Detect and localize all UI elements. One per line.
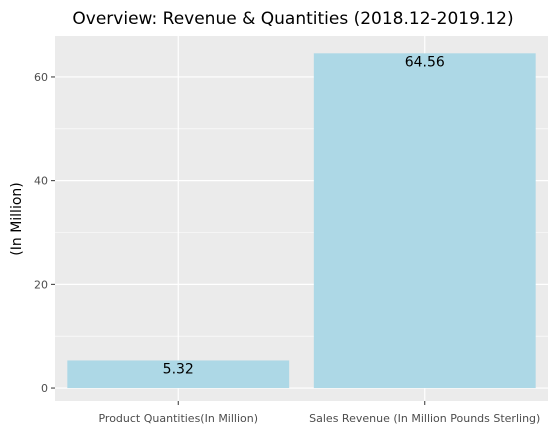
y-tick-label: 40 (34, 175, 48, 188)
y-tick-label: 60 (34, 71, 48, 84)
bar-2 (313, 53, 536, 389)
y-tick-label: 0 (41, 382, 48, 395)
bar-1 (67, 360, 290, 389)
y-tick-label: 20 (34, 278, 48, 291)
data-label: 5.32 (163, 361, 194, 377)
x-tick-label: Sales Revenue (In Million Pounds Sterlin… (309, 412, 540, 425)
x-tick-label: Product Quantities(In Million) (98, 412, 258, 425)
plot-area: 5.32 64.56 0 20 40 60 Product Quantities(In Mi… (34, 36, 548, 425)
chart-title: Overview: Revenue & Quantities (2018.12-… (72, 9, 513, 29)
y-axis-label: (In Million) (9, 182, 25, 255)
data-label: 64.56 (405, 54, 445, 70)
